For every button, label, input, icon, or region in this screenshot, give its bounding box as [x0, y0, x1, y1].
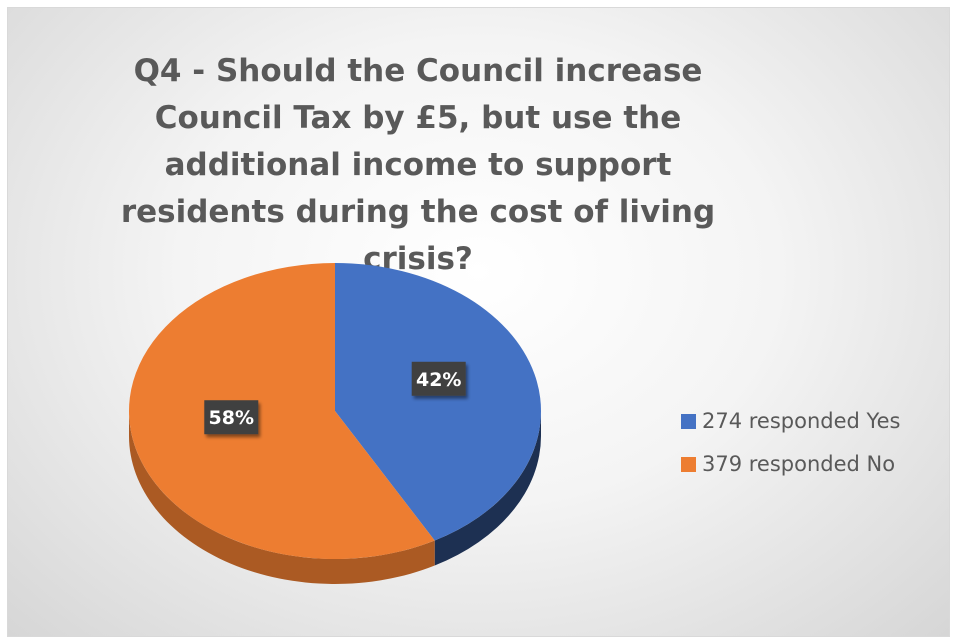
pie-chart: 42% 58%: [128, 263, 541, 584]
legend-swatch-yes: [681, 413, 696, 429]
pie-depth-0: [434, 411, 541, 566]
data-labels-group: 42% 58%: [204, 361, 466, 435]
legend-item-yes: 274 responded Yes: [681, 406, 900, 436]
data-label-box-0: [411, 361, 466, 396]
legend: 274 responded Yes 379 responded No: [681, 406, 900, 492]
legend-swatch-no: [681, 456, 696, 472]
pie-depth-1: [129, 411, 435, 584]
chart-area: Q4 - Should the Council increase Council…: [7, 7, 950, 637]
data-label-text-0: 42%: [416, 369, 461, 391]
data-label-1: 58%: [204, 400, 259, 435]
legend-item-no: 379 responded No: [681, 449, 900, 479]
data-label-text-1: 58%: [209, 407, 254, 429]
pie-slice-0: [335, 263, 541, 541]
pie-slice-1: [128, 263, 435, 559]
pie-slices-group: [128, 263, 541, 559]
data-label-0: 42%: [411, 361, 466, 396]
data-label-box-1: [204, 400, 259, 435]
legend-label-no: 379 responded No: [702, 452, 896, 476]
chart-title: Q4 - Should the Council increase Council…: [120, 53, 716, 277]
legend-label-yes: 274 responded Yes: [702, 409, 901, 433]
pie-depth-group: [129, 411, 541, 584]
